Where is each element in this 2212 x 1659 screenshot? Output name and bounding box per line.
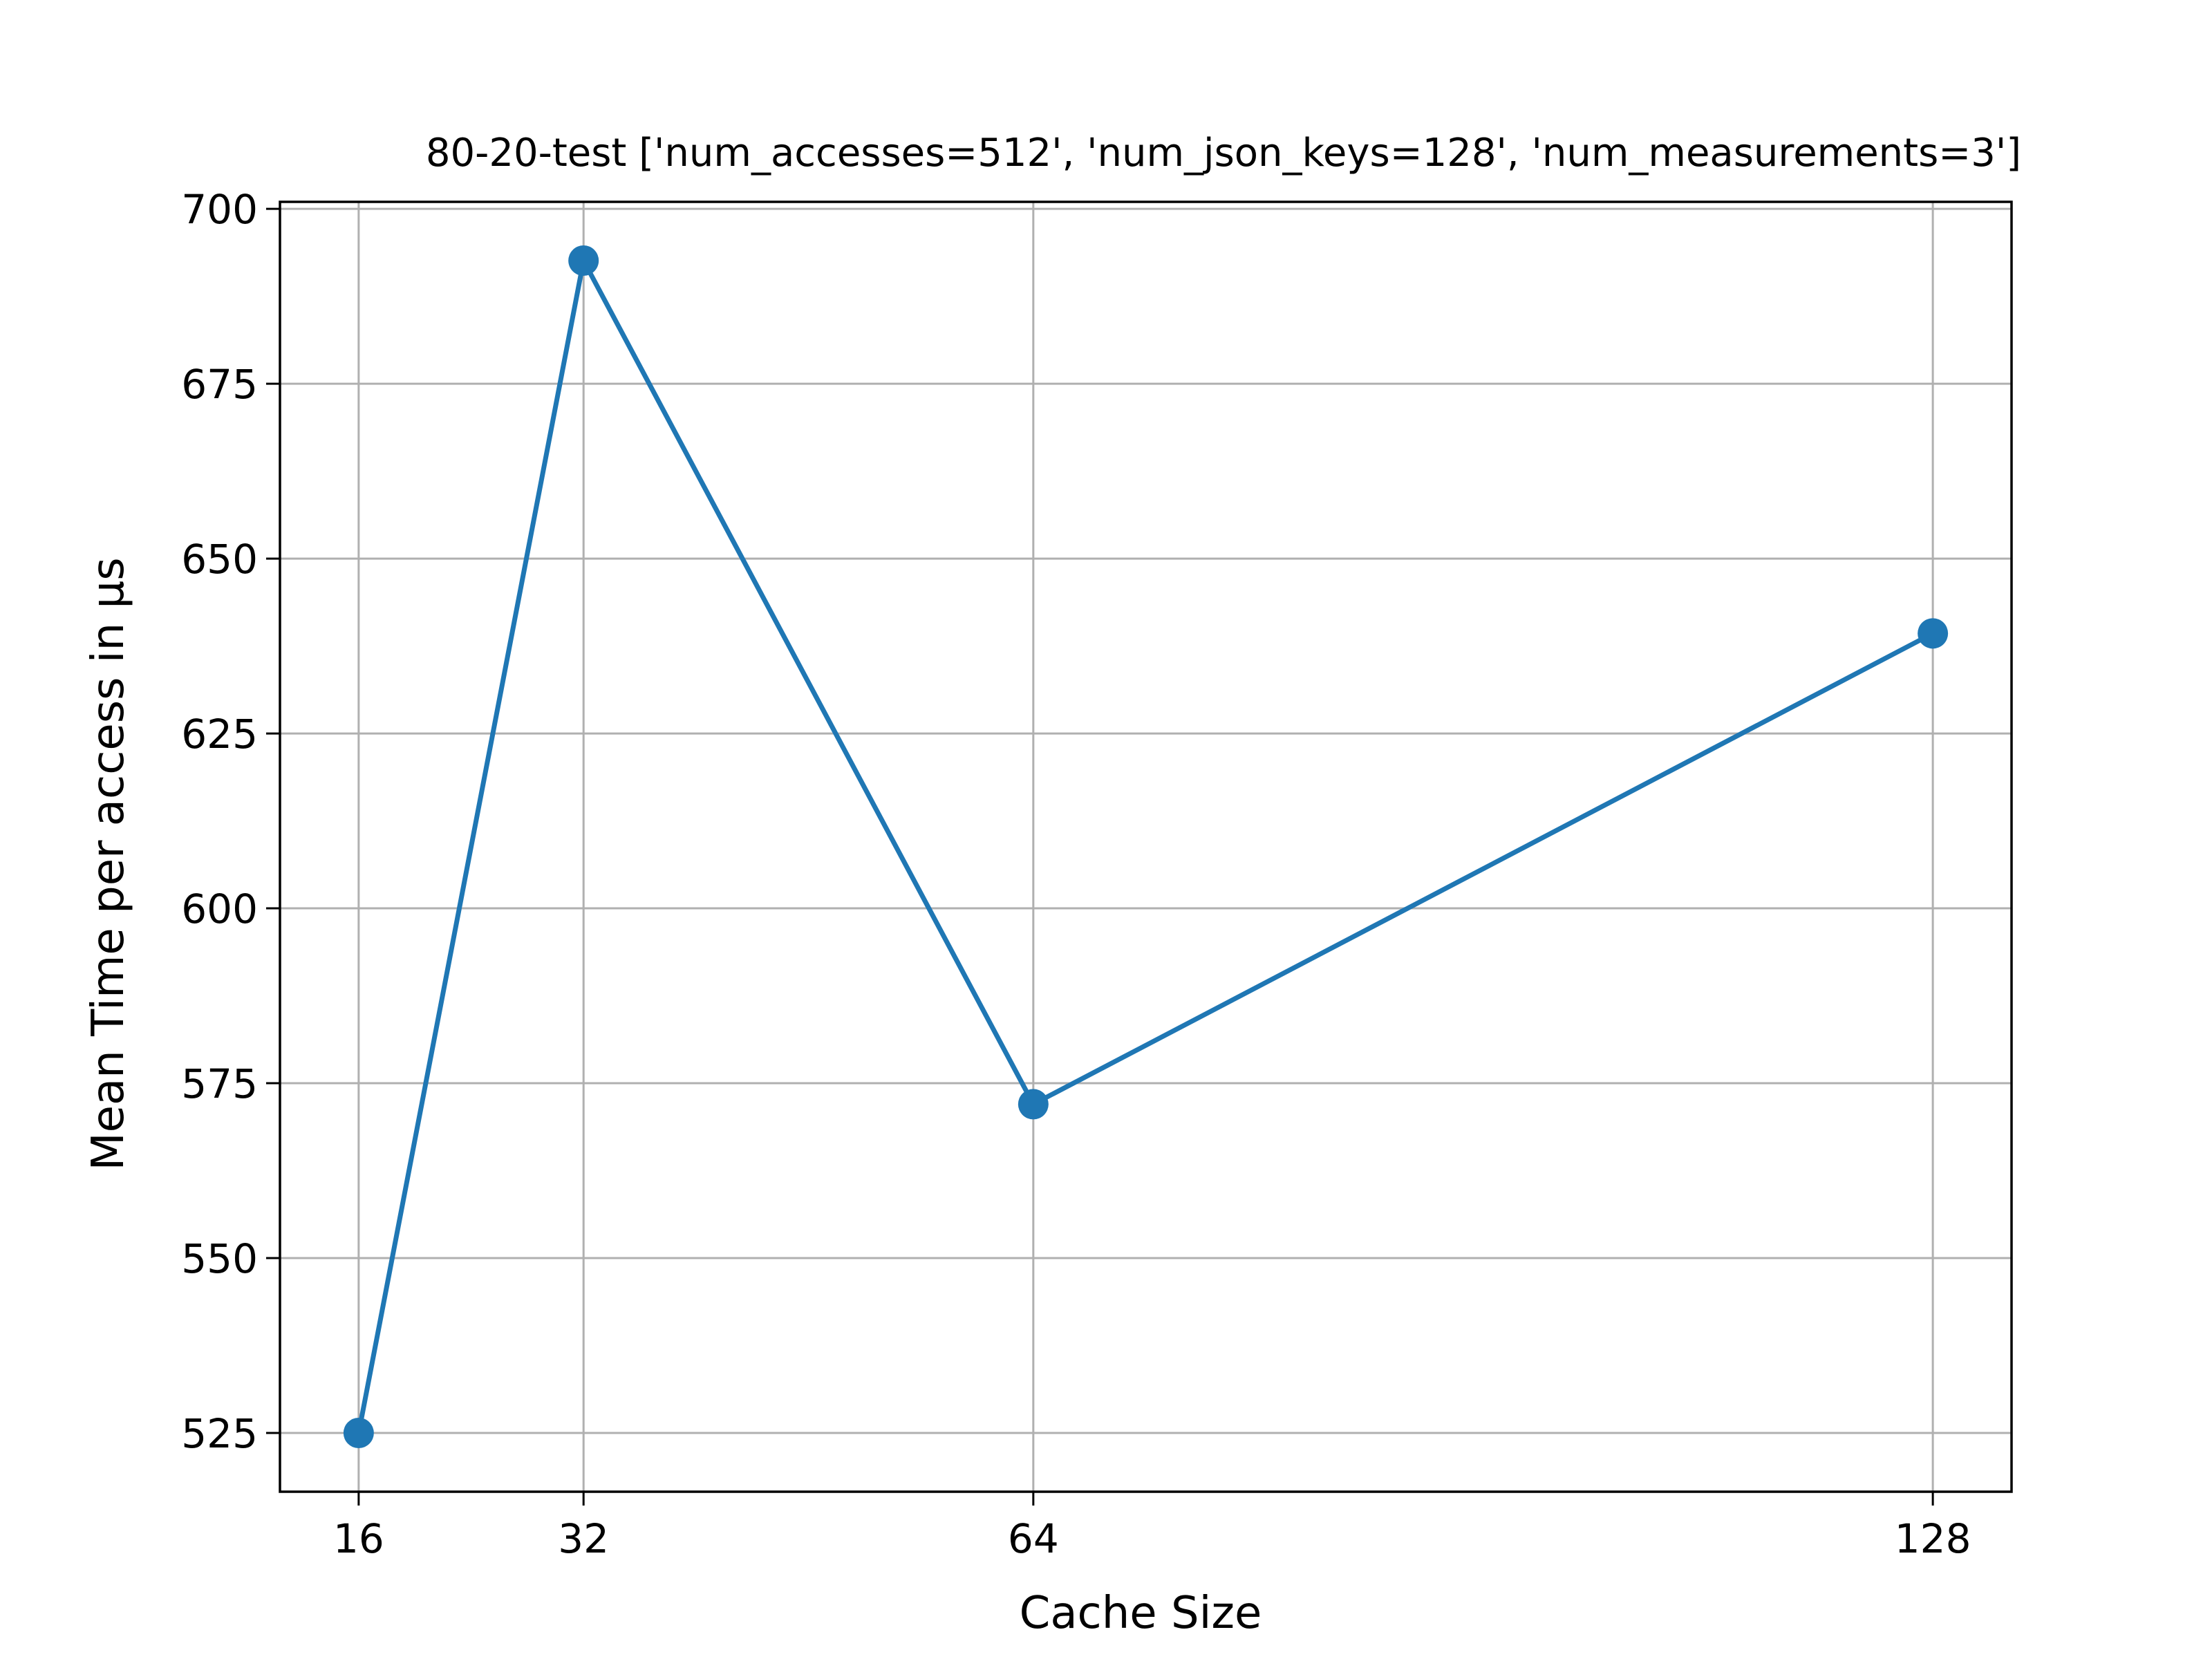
y-tick-label: 525: [181, 1410, 258, 1457]
gridlines: [280, 202, 2012, 1492]
x-axis-label: Cache Size: [1020, 1588, 1262, 1639]
data-point: [343, 1417, 374, 1448]
axes: 16 32 64 128 525 550 575 600 625 650 675 700: [181, 186, 2013, 1562]
y-tick-label: 700: [181, 186, 258, 233]
x-tick-label: 16: [333, 1515, 384, 1562]
y-tick-label: 650: [181, 536, 258, 583]
y-axis-label: Mean Time per access in µs: [83, 557, 134, 1170]
x-tick-label: 64: [1008, 1515, 1059, 1562]
series-layer: [343, 245, 1949, 1448]
chart-title: 80-20-test ['num_accesses=512', 'num_jso…: [426, 131, 2021, 176]
y-tick-label: 575: [181, 1060, 258, 1107]
data-point: [1918, 618, 1949, 649]
x-tick-label: 32: [558, 1515, 609, 1562]
y-tick-label: 625: [181, 711, 258, 758]
series-line: [356, 258, 1934, 1434]
data-point: [568, 245, 599, 276]
plot-frame: [279, 200, 2013, 1493]
y-tick-label: 675: [181, 361, 258, 408]
y-tick-label: 600: [181, 885, 258, 932]
data-point: [1018, 1089, 1049, 1120]
y-tick-label: 550: [181, 1235, 258, 1282]
x-tick-label: 128: [1895, 1515, 1971, 1562]
